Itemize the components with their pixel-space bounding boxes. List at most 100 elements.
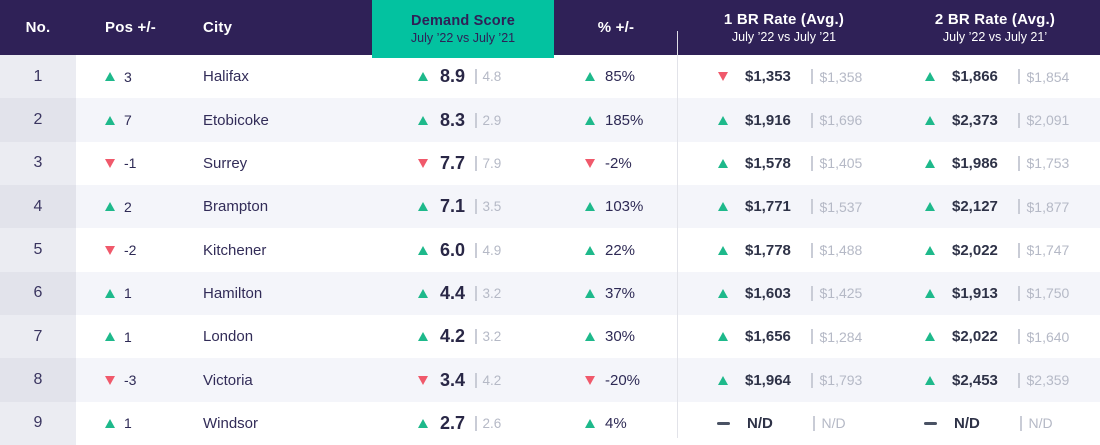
value-divider <box>1018 112 1020 128</box>
trend-up-icon <box>585 288 595 298</box>
trend-up-icon <box>418 288 428 298</box>
position-change-cell: -1 <box>76 142 185 185</box>
two-bedroom-rate-current: $1,866 <box>952 68 998 86</box>
demand-score-current: 8.3 <box>440 109 466 130</box>
one-bedroom-rate-cell: $1,964 $1,793 <box>678 358 890 401</box>
rank-number: 2 <box>33 111 43 129</box>
one-bedroom-rate-previous: $1,537 <box>819 198 863 215</box>
two-bedroom-rate-current: $2,453 <box>952 371 998 389</box>
header-1br-rate: 1 BR Rate (Avg.) July ’22 vs July ’21 <box>678 0 890 55</box>
trend-down-icon <box>105 158 115 168</box>
one-bedroom-rate-previous: $1,793 <box>819 372 863 389</box>
position-change-value: 1 <box>124 285 132 302</box>
two-bedroom-rate-previous: $2,091 <box>1026 112 1070 129</box>
demand-score-cell: 4.2 3.2 <box>372 315 554 358</box>
header-position-change-label: Pos +/- <box>105 19 156 36</box>
rank-number: 7 <box>33 327 43 345</box>
two-bedroom-rate-cell: N/D N/D <box>890 402 1100 445</box>
one-bedroom-rate-cell: $1,778 $1,488 <box>678 228 890 271</box>
one-bedroom-rate-current: $1,353 <box>745 68 791 86</box>
header-city: City <box>185 0 372 55</box>
two-bedroom-rate-current: $1,986 <box>952 154 998 172</box>
demand-score-cell: 3.4 4.2 <box>372 358 554 401</box>
value-divider <box>1018 242 1020 258</box>
trend-up-icon <box>418 332 428 342</box>
trend-down-icon <box>418 158 428 168</box>
demand-score-previous: 3.5 <box>482 199 502 215</box>
position-change-value: 3 <box>124 68 132 85</box>
city-name: Windsor <box>203 414 259 432</box>
trend-up-icon <box>105 332 115 342</box>
two-bedroom-rate-previous: $1,747 <box>1026 242 1070 259</box>
percent-change-cell: -20% <box>554 358 678 401</box>
city-cell: Victoria <box>185 358 372 401</box>
two-bedroom-rate-previous: $1,877 <box>1026 198 1070 215</box>
one-bedroom-rate-current: $1,964 <box>745 371 791 389</box>
rank-cell: 2 <box>0 98 76 142</box>
demand-score-current: 4.4 <box>440 282 466 303</box>
value-divider <box>811 112 813 128</box>
one-bedroom-rate-cell: $1,916 $1,696 <box>678 98 890 141</box>
table-row: 4 2 Brampton 7.1 3.5 103% $1,771 $1,537 … <box>0 185 1100 229</box>
one-bedroom-rate-previous: $1,425 <box>819 285 863 302</box>
trend-up-icon <box>418 115 428 125</box>
rank-cell: 9 <box>0 401 76 445</box>
trend-up-icon <box>105 418 115 428</box>
percent-change-cell: 185% <box>554 98 678 141</box>
position-change-cell: -3 <box>76 358 185 401</box>
position-change-value: -1 <box>124 155 137 172</box>
value-divider <box>811 69 813 85</box>
city-name: Halifax <box>203 68 249 86</box>
position-change-value: 1 <box>124 328 132 345</box>
position-change-cell: 7 <box>76 98 185 141</box>
percent-change-cell: 22% <box>554 228 678 271</box>
two-bedroom-rate-previous: $1,753 <box>1026 155 1070 172</box>
trend-up-icon <box>718 288 728 298</box>
table-row: 1 3 Halifax 8.9 4.8 85% $1,353 $1,358 $1… <box>0 55 1100 99</box>
trend-up-icon <box>718 375 728 385</box>
trend-down-icon <box>105 375 115 385</box>
value-divider <box>811 329 813 345</box>
two-bedroom-rate-previous: N/D <box>1028 415 1053 432</box>
two-bedroom-rate-current: $1,913 <box>952 284 998 302</box>
trend-up-icon <box>585 202 595 212</box>
two-bedroom-rate-previous: $2,359 <box>1026 372 1070 389</box>
two-bedroom-rate-previous: $1,640 <box>1026 328 1070 345</box>
rank-cell: 4 <box>0 185 76 229</box>
city-cell: Hamilton <box>185 272 372 315</box>
rank-number: 9 <box>33 414 43 432</box>
city-name: Surrey <box>203 154 248 172</box>
trend-down-icon <box>585 158 595 168</box>
two-bedroom-rate-previous: $1,854 <box>1026 68 1070 85</box>
demand-score-cell: 8.3 2.9 <box>372 98 554 141</box>
rank-number: 1 <box>33 67 43 85</box>
demand-score-previous: 3.2 <box>482 285 502 301</box>
demand-score-previous: 3.2 <box>482 329 502 345</box>
no-data-icon <box>924 421 937 426</box>
two-bedroom-rate-cell: $1,913 $1,750 <box>890 272 1100 315</box>
demand-score-current: 4.2 <box>440 326 466 347</box>
position-change-cell: 2 <box>76 185 185 228</box>
trend-up-icon <box>925 245 935 255</box>
value-divider <box>475 69 477 85</box>
value-divider <box>811 155 813 171</box>
position-change-value: 2 <box>124 198 132 215</box>
two-bedroom-rate-cell: $2,373 $2,091 <box>890 98 1100 141</box>
trend-up-icon <box>925 72 935 82</box>
city-name: Victoria <box>203 371 253 389</box>
two-bedroom-rate-cell: $2,022 $1,640 <box>890 315 1100 358</box>
trend-up-icon <box>718 158 728 168</box>
one-bedroom-rate-previous: $1,284 <box>819 328 863 345</box>
one-bedroom-rate-cell: $1,771 $1,537 <box>678 185 890 228</box>
one-bedroom-rate-current: $1,771 <box>745 198 791 216</box>
value-divider <box>811 372 813 388</box>
percent-change-cell: 37% <box>554 272 678 315</box>
rank-number: 6 <box>33 284 43 302</box>
value-divider <box>475 372 477 388</box>
percent-change-cell: -2% <box>554 142 678 185</box>
header-demand-score-title: Demand Score <box>411 13 515 29</box>
trend-down-icon <box>105 245 115 255</box>
header-2br-rate-title: 2 BR Rate (Avg.) <box>934 11 1056 28</box>
header-2br-rate: 2 BR Rate (Avg.) July ’22 vs July 21’ <box>890 0 1100 55</box>
